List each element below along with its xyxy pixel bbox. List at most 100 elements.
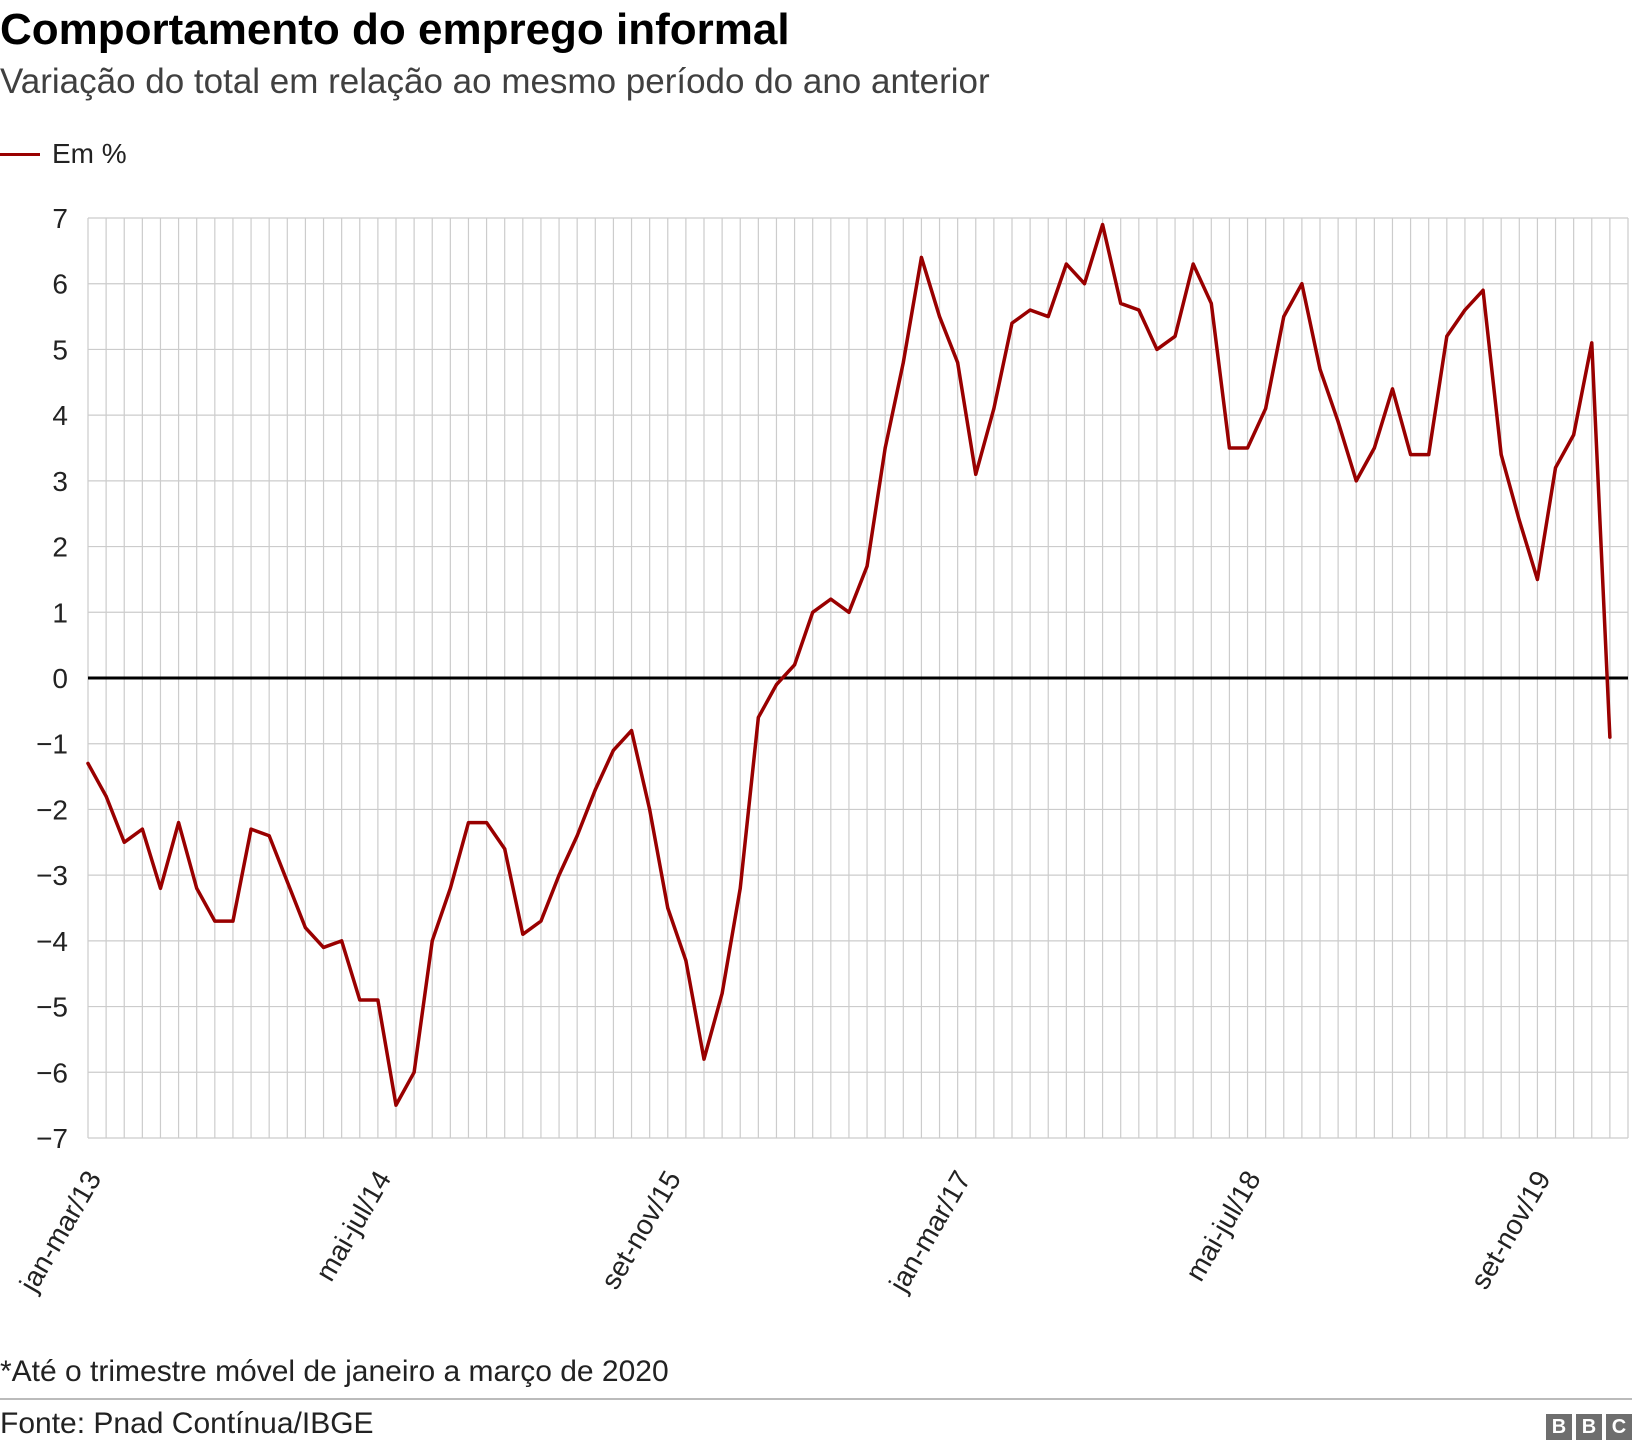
data-point xyxy=(503,847,507,851)
data-point xyxy=(1481,288,1485,292)
y-tick-label: 1 xyxy=(52,597,68,628)
data-point xyxy=(1082,282,1086,286)
data-point xyxy=(1354,479,1358,483)
data-point xyxy=(1264,407,1268,411)
data-point xyxy=(1427,453,1431,457)
data-point xyxy=(1064,262,1068,266)
legend-label: Em % xyxy=(52,138,127,169)
data-point xyxy=(630,729,634,733)
footer-divider xyxy=(0,1398,1632,1400)
data-point xyxy=(177,821,181,825)
data-point xyxy=(1372,446,1376,450)
data-point xyxy=(1137,308,1141,312)
data-point xyxy=(774,683,778,687)
y-tick-label: −2 xyxy=(36,794,68,825)
data-point xyxy=(231,919,235,923)
data-point xyxy=(1282,315,1286,319)
x-tick-label: set-nov/15 xyxy=(595,1166,687,1295)
data-point xyxy=(793,663,797,667)
data-point xyxy=(521,932,525,936)
x-tick-label: mai-jul/14 xyxy=(310,1166,398,1287)
data-point xyxy=(611,748,615,752)
y-tick-label: 7 xyxy=(52,203,68,234)
data-point xyxy=(1572,433,1576,437)
data-point xyxy=(285,880,289,884)
chart-subtitle: Variação do total em relação ao mesmo pe… xyxy=(0,62,990,101)
bbc-logo-letter: B xyxy=(1576,1414,1602,1440)
data-point xyxy=(1173,334,1177,338)
y-tick-label: 2 xyxy=(52,532,68,563)
data-point xyxy=(86,761,90,765)
chart-title: Comportamento do emprego informal xyxy=(0,5,790,54)
x-tick-label: jan-mar/13 xyxy=(13,1166,107,1298)
source-text: Fonte: Pnad Contínua/IBGE xyxy=(0,1407,374,1440)
data-point xyxy=(195,886,199,890)
data-point xyxy=(1010,321,1014,325)
data-point xyxy=(1499,453,1503,457)
data-point xyxy=(1517,518,1521,522)
data-point xyxy=(883,446,887,450)
data-point xyxy=(1463,308,1467,312)
data-point xyxy=(376,998,380,1002)
data-point xyxy=(303,926,307,930)
data-point xyxy=(1209,301,1213,305)
data-point xyxy=(1028,308,1032,312)
x-tick-label: mai-jul/18 xyxy=(1179,1166,1267,1287)
data-point xyxy=(1590,341,1594,345)
data-point xyxy=(974,472,978,476)
data-point xyxy=(1390,387,1394,391)
data-point xyxy=(1336,420,1340,424)
data-point xyxy=(1608,735,1612,739)
data-point xyxy=(340,939,344,943)
y-tick-label: −6 xyxy=(36,1057,68,1088)
data-point xyxy=(1227,446,1231,450)
data-point xyxy=(756,715,760,719)
data-point xyxy=(466,821,470,825)
data-point xyxy=(1246,446,1250,450)
data-point xyxy=(213,919,217,923)
data-point xyxy=(575,834,579,838)
data-point xyxy=(956,361,960,365)
data-point xyxy=(140,827,144,831)
data-point xyxy=(919,255,923,259)
data-point xyxy=(847,610,851,614)
data-point xyxy=(394,1103,398,1107)
data-point xyxy=(684,959,688,963)
bbc-logo-letter: C xyxy=(1606,1414,1632,1440)
data-point xyxy=(249,827,253,831)
data-point xyxy=(1119,301,1123,305)
bbc-logo-letter: B xyxy=(1546,1414,1572,1440)
y-tick-label: 3 xyxy=(52,466,68,497)
data-point xyxy=(104,794,108,798)
data-point xyxy=(992,407,996,411)
y-tick-label: −7 xyxy=(36,1123,68,1154)
data-point xyxy=(829,597,833,601)
bbc-logo: B B C xyxy=(1546,1414,1632,1440)
line-chart: 7 6 5 4 3 2 1 0 −1 −2 −3 −4 −5 −6 −7 jan-mar/13 mai-jul/… xyxy=(13,203,1629,1298)
data-point xyxy=(938,315,942,319)
data-point xyxy=(322,945,326,949)
data-point xyxy=(901,361,905,365)
data-point xyxy=(1155,347,1159,351)
data-point xyxy=(1300,282,1304,286)
data-point xyxy=(358,998,362,1002)
data-point xyxy=(1409,453,1413,457)
data-point xyxy=(593,788,597,792)
data-point xyxy=(267,834,271,838)
data-point xyxy=(865,564,869,568)
data-point xyxy=(412,1070,416,1074)
data-point xyxy=(122,840,126,844)
data-point xyxy=(666,906,670,910)
data-point xyxy=(1318,367,1322,371)
x-tick-label: jan-mar/17 xyxy=(883,1166,977,1298)
data-point xyxy=(430,939,434,943)
data-point xyxy=(557,873,561,877)
legend: Em % xyxy=(0,136,127,172)
data-point xyxy=(158,886,162,890)
data-point xyxy=(648,807,652,811)
x-tick-label: set-nov/19 xyxy=(1464,1166,1556,1295)
legend-line-swatch xyxy=(0,152,40,156)
data-point xyxy=(485,821,489,825)
data-point xyxy=(720,991,724,995)
data-point xyxy=(1554,466,1558,470)
